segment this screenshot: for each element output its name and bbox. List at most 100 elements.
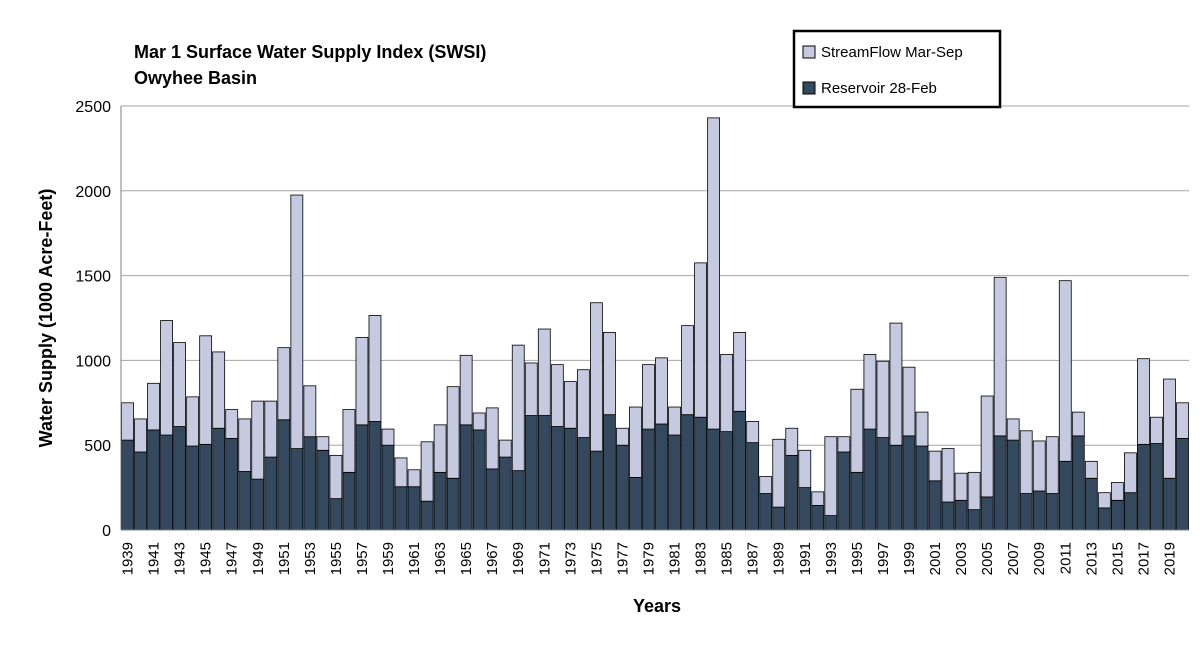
x-tick-label: 2011 [1057, 542, 1074, 574]
bar-reservoir-1970 [524, 415, 538, 531]
bar-streamflow-2019 [1163, 378, 1176, 479]
bar-reservoir-1990 [785, 454, 799, 531]
bar-streamflow-1992 [811, 491, 825, 506]
bar-streamflow-1991 [798, 449, 812, 488]
bar-reservoir-1981 [668, 434, 681, 531]
x-tick-label: 2001 [927, 542, 944, 575]
bar-reservoir-2011 [1058, 460, 1072, 531]
bar-reservoir-1993 [824, 515, 838, 531]
bar-streamflow-1947 [225, 409, 239, 439]
bar-reservoir-1962 [420, 500, 434, 531]
bar-streamflow-2008 [1019, 430, 1033, 494]
bar-streamflow-1994 [837, 436, 851, 453]
bar-streamflow-1943 [173, 342, 187, 427]
bar-streamflow-1945 [199, 335, 213, 445]
bar-reservoir-1983 [694, 416, 707, 531]
bar-streamflow-1985 [720, 354, 734, 433]
y-tick-label: 2000 [75, 184, 111, 201]
bar-streamflow-2007 [1006, 418, 1020, 441]
bar-streamflow-2009 [1032, 440, 1046, 492]
x-tick-label: 1985 [719, 542, 736, 575]
bar-streamflow-2018 [1150, 416, 1163, 444]
x-tick-label: 1991 [797, 542, 814, 575]
bar-reservoir-2020 [1176, 438, 1189, 531]
bar-streamflow-1976 [603, 332, 616, 416]
legend-label-reservoir: Reservoir 28-Feb [821, 80, 937, 97]
bar-streamflow-2014 [1097, 492, 1111, 509]
bar-streamflow-1989 [772, 438, 786, 508]
bar-streamflow-1982 [681, 325, 694, 416]
bar-reservoir-1959 [381, 444, 395, 531]
bar-reservoir-1991 [798, 487, 812, 531]
x-tick-label: 1957 [354, 542, 371, 575]
bar-streamflow-2004 [967, 471, 981, 511]
x-tick-label: 1969 [510, 542, 527, 575]
legend-label-streamflow: StreamFlow Mar-Sep [821, 44, 963, 61]
y-tick-label: 1500 [75, 269, 111, 286]
bar-streamflow-1999 [902, 366, 916, 437]
bars [121, 117, 1189, 531]
bar-reservoir-1964 [446, 477, 460, 531]
bar-streamflow-1983 [694, 262, 707, 418]
bar-streamflow-2006 [993, 276, 1007, 437]
bar-reservoir-1987 [746, 442, 760, 531]
chart-legend: StreamFlow Mar-Sep Reservoir 28-Feb [792, 29, 1002, 109]
x-tick-label: 1997 [875, 542, 892, 575]
bar-streamflow-1963 [433, 424, 447, 473]
bar-reservoir-1965 [459, 424, 473, 531]
axes: 0 500 1000 1500 2000 2500 1939 1941 1943 1945 1947… [75, 99, 1189, 575]
bar-streamflow-1948 [238, 418, 252, 472]
x-tick-label: 1939 [120, 542, 137, 575]
bar-reservoir-1974 [576, 437, 590, 531]
x-tick-label: 1955 [328, 542, 345, 575]
bar-streamflow-1970 [524, 362, 538, 416]
bar-streamflow-2015 [1110, 482, 1124, 501]
x-tick-label: 1947 [224, 542, 241, 575]
bar-streamflow-1980 [655, 357, 668, 425]
bar-streamflow-2010 [1045, 436, 1059, 494]
bar-streamflow-1998 [889, 322, 903, 446]
y-tick-label: 1000 [75, 353, 111, 370]
bar-streamflow-1978 [629, 406, 642, 478]
bar-streamflow-1972 [550, 364, 564, 427]
bar-reservoir-2002 [941, 501, 955, 531]
x-tick-label: 2013 [1083, 542, 1100, 575]
x-tick-label: 1971 [536, 542, 553, 575]
bar-streamflow-2001 [928, 450, 942, 482]
bar-reservoir-2019 [1163, 477, 1176, 531]
x-tick-label: 1995 [849, 542, 866, 575]
bar-reservoir-2006 [993, 435, 1007, 531]
y-tick-label: 2500 [75, 99, 111, 116]
bar-reservoir-1940 [134, 451, 147, 531]
chart-title: Mar 1 Surface Water Supply Index (SWSI) [134, 42, 486, 62]
bar-reservoir-1963 [433, 471, 447, 531]
x-tick-label: 1959 [380, 542, 397, 575]
x-axis-label: Years [633, 596, 681, 616]
bar-reservoir-1971 [537, 415, 551, 531]
bar-reservoir-1958 [368, 421, 382, 531]
bar-reservoir-2000 [915, 445, 929, 531]
bar-reservoir-1961 [407, 486, 421, 531]
x-tick-label: 1989 [771, 542, 788, 575]
bar-streamflow-1961 [407, 469, 421, 488]
bar-streamflow-2002 [941, 448, 955, 503]
bar-reservoir-1960 [394, 486, 408, 531]
bar-reservoir-1982 [681, 414, 694, 531]
bar-reservoir-1946 [212, 427, 226, 531]
x-tick-label: 1961 [406, 542, 423, 575]
bar-streamflow-1941 [147, 382, 160, 431]
bar-reservoir-1998 [889, 444, 903, 531]
bar-streamflow-1990 [785, 427, 799, 456]
x-tick-label: 2003 [953, 542, 970, 575]
bar-streamflow-1973 [563, 381, 577, 429]
bar-reservoir-2013 [1084, 477, 1098, 531]
bar-reservoir-1980 [655, 423, 668, 531]
bar-reservoir-1955 [329, 498, 343, 531]
bar-streamflow-1956 [342, 409, 356, 473]
bar-streamflow-1977 [616, 427, 629, 446]
x-tick-label: 1951 [276, 542, 293, 575]
x-tick-label: 1987 [745, 542, 762, 575]
bar-reservoir-1951 [277, 419, 291, 531]
bar-reservoir-1997 [876, 437, 890, 531]
